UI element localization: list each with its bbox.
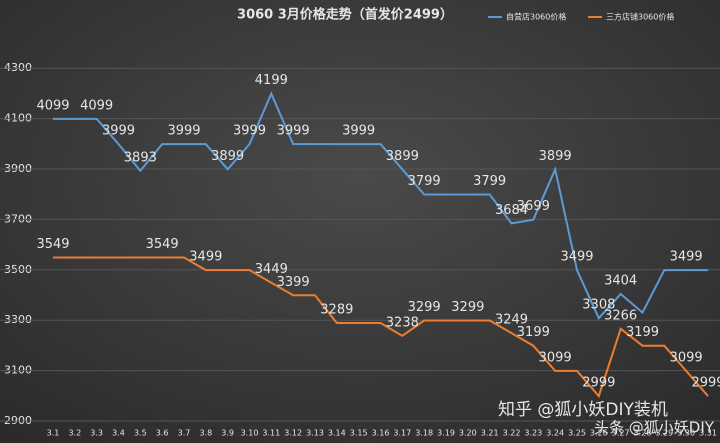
data-label: 3238 bbox=[386, 315, 419, 330]
x-tick-label: 3.20 bbox=[459, 429, 477, 438]
data-label: 3266 bbox=[604, 308, 637, 323]
data-label: 3684 bbox=[495, 203, 528, 218]
data-label: 2999 bbox=[691, 376, 720, 391]
watermark: 头条 @狐小妖DIY bbox=[594, 419, 715, 437]
x-tick-label: 3.12 bbox=[284, 429, 302, 438]
data-label: 3899 bbox=[386, 149, 419, 164]
data-label: 3799 bbox=[473, 174, 506, 189]
data-label: 2999 bbox=[582, 376, 615, 391]
data-label: 3999 bbox=[167, 124, 200, 139]
data-label: 3099 bbox=[670, 350, 703, 365]
data-label: 3499 bbox=[560, 250, 593, 265]
legend-label: 三方店铺3060价格 bbox=[606, 12, 674, 22]
x-tick-label: 3.7 bbox=[178, 429, 191, 438]
data-label: 3299 bbox=[408, 300, 441, 315]
x-tick-label: 3.26 bbox=[590, 429, 608, 438]
data-label: 3799 bbox=[408, 174, 441, 189]
x-tick-label: 3.18 bbox=[415, 429, 433, 438]
x-tick-label: 3.30 bbox=[677, 429, 695, 438]
data-label: 3099 bbox=[539, 350, 572, 365]
x-tick-label: 3.15 bbox=[350, 429, 368, 438]
data-label: 3999 bbox=[102, 124, 135, 139]
x-tick-label: 3.22 bbox=[503, 429, 521, 438]
data-label: 4099 bbox=[36, 98, 69, 113]
data-label: 4099 bbox=[80, 98, 113, 113]
data-label: 3999 bbox=[342, 124, 375, 139]
data-label: 3308 bbox=[582, 298, 615, 313]
data-label: 3299 bbox=[451, 300, 484, 315]
x-tick-label: 3.3 bbox=[90, 429, 103, 438]
x-tick-label: 3.13 bbox=[306, 429, 324, 438]
data-label: 3289 bbox=[320, 302, 353, 317]
x-tick-label: 3.17 bbox=[393, 429, 411, 438]
legend-label: 自营店3060价格 bbox=[506, 12, 566, 22]
data-label: 3404 bbox=[604, 273, 637, 288]
chart-title: 3060 3月价格走势（首发价2499） bbox=[237, 7, 453, 23]
x-tick-label: 3.10 bbox=[241, 429, 259, 438]
data-label: 3249 bbox=[495, 313, 528, 328]
watermark: 知乎 @狐小妖DIY装机 bbox=[498, 400, 668, 420]
data-label: 3899 bbox=[539, 149, 572, 164]
x-tick-label: 3.6 bbox=[156, 429, 169, 438]
x-tick-label: 3.21 bbox=[481, 429, 499, 438]
x-tick-label: 3.31 bbox=[699, 429, 717, 438]
x-tick-label: 3.19 bbox=[437, 429, 455, 438]
data-label: 3549 bbox=[36, 237, 69, 252]
x-tick-label: 3.4 bbox=[112, 429, 125, 438]
x-tick-label: 3.2 bbox=[68, 429, 81, 438]
x-tick-label: 3.25 bbox=[568, 429, 586, 438]
data-label: 3499 bbox=[670, 250, 703, 265]
data-label: 3499 bbox=[189, 250, 222, 265]
data-label: 3449 bbox=[255, 262, 288, 277]
series-line bbox=[53, 256, 709, 399]
x-tick-label: 3.23 bbox=[524, 429, 542, 438]
x-tick-label: 3.11 bbox=[262, 429, 280, 438]
data-label: 3899 bbox=[211, 149, 244, 164]
x-tick-label: 3.16 bbox=[372, 429, 390, 438]
data-label: 3399 bbox=[277, 275, 310, 290]
data-label: 3199 bbox=[517, 325, 550, 340]
data-label: 3999 bbox=[277, 124, 310, 139]
data-label: 3999 bbox=[233, 124, 266, 139]
data-label: 3549 bbox=[146, 237, 179, 252]
x-tick-label: 3.24 bbox=[546, 429, 564, 438]
x-tick-label: 3.29 bbox=[655, 429, 673, 438]
x-tick-label: 3.1 bbox=[47, 429, 60, 438]
x-tick-label: 3.5 bbox=[134, 429, 147, 438]
x-tick-label: 3.28 bbox=[634, 429, 652, 438]
x-tick-label: 3.14 bbox=[328, 429, 346, 438]
data-label: 3893 bbox=[124, 150, 157, 165]
data-label: 3699 bbox=[517, 199, 550, 214]
series-line bbox=[53, 91, 708, 321]
data-label: 3199 bbox=[626, 325, 659, 340]
data-label: 4199 bbox=[255, 73, 288, 88]
x-tick-label: 3.8 bbox=[199, 429, 212, 438]
x-tick-label: 3.27 bbox=[612, 429, 630, 438]
x-tick-label: 3.9 bbox=[221, 429, 234, 438]
